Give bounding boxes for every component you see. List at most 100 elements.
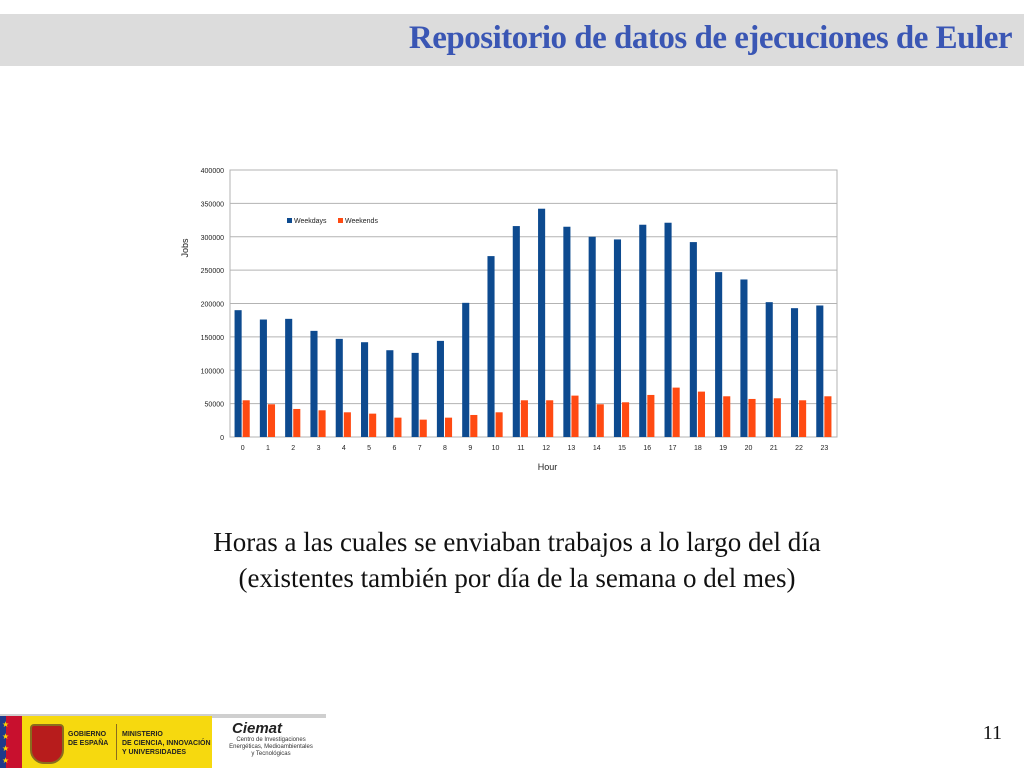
ciemat-sub-line: Centro de Investigaciones	[236, 737, 306, 743]
y-tick-label: 400000	[201, 168, 224, 175]
y-tick-label: 150000	[201, 335, 224, 342]
x-tick-label: 8	[443, 445, 447, 452]
bar-weekdays-19	[715, 272, 723, 437]
bar-weekends-9	[470, 414, 478, 437]
bar-weekdays-1	[259, 319, 267, 437]
ciemat-name: Ciemat	[232, 720, 283, 737]
bar-weekends-12	[546, 400, 554, 437]
x-tick-label: 1	[266, 445, 270, 452]
bar-weekends-16	[647, 394, 655, 437]
title-bar	[0, 14, 1024, 66]
bar-weekdays-4	[335, 338, 343, 437]
legend-swatch	[338, 218, 343, 223]
legend-swatch	[287, 218, 292, 223]
government-text: GOBIERNO DE ESPAÑA	[68, 730, 108, 748]
x-tick-label: 9	[468, 445, 472, 452]
x-tick-label: 21	[770, 445, 778, 452]
x-tick-label: 17	[669, 445, 677, 452]
x-tick-label: 15	[618, 445, 626, 452]
x-tick-label: 22	[795, 445, 803, 452]
bar-weekends-0	[242, 400, 250, 437]
bar-weekdays-16	[639, 224, 647, 437]
bar-weekends-10	[495, 412, 503, 437]
legend-label: Weekdays	[294, 218, 327, 225]
ministry-line: Y UNIVERSIDADES	[122, 749, 187, 756]
government-logo: GOBIERNO DE ESPAÑA MINISTERIO DE CIENCIA…	[22, 716, 212, 768]
bar-weekdays-11	[512, 226, 520, 437]
y-axis-label: Jobs	[180, 238, 190, 258]
x-tick-label: 19	[719, 445, 727, 452]
bar-weekends-8	[444, 417, 453, 437]
bar-weekends-13	[571, 395, 579, 437]
y-tick-label: 100000	[201, 368, 224, 375]
x-tick-label: 12	[542, 445, 550, 452]
x-tick-label: 4	[342, 445, 346, 452]
bar-chart: 0 50000 100000 150000 200000 250000 300000 3500…	[180, 168, 838, 472]
bar-weekends-7	[419, 419, 427, 437]
x-tick-label: 18	[694, 445, 702, 452]
ministry-line: DE CIENCIA, INNOVACIÓN	[122, 740, 211, 747]
bar-weekdays-21	[765, 302, 773, 437]
x-tick-label: 5	[367, 445, 371, 452]
bar-weekdays-14	[588, 236, 596, 437]
bar-weekends-14	[596, 404, 604, 437]
bar-weekends-21	[773, 398, 781, 437]
bar-weekends-5	[369, 413, 377, 437]
y-tick-label: 350000	[201, 201, 224, 208]
bar-weekdays-20	[740, 279, 748, 437]
bar-weekdays-22	[790, 308, 799, 437]
bar-weekends-1	[267, 404, 276, 437]
y-tick-label: 0	[220, 435, 224, 442]
bar-weekends-23	[824, 396, 832, 437]
x-tick-label: 11	[517, 445, 524, 452]
bar-weekdays-0	[234, 310, 242, 437]
caption-line-2: (existentes también por día de la semana…	[238, 563, 796, 593]
bar-weekdays-3	[310, 330, 318, 437]
bar-weekdays-15	[613, 239, 622, 437]
bar-weekdays-9	[462, 302, 470, 437]
bar-weekends-17	[672, 387, 680, 437]
bar-weekdays-5	[361, 342, 369, 437]
star-icon: ★	[2, 720, 10, 729]
ministry-text: MINISTERIO DE CIENCIA, INNOVACIÓN Y UNIV…	[122, 730, 211, 757]
bar-weekdays-6	[386, 350, 394, 437]
bar-weekdays-13	[563, 226, 571, 437]
x-tick-label: 20	[745, 445, 753, 452]
x-tick-label: 0	[241, 445, 245, 452]
ministry-line: MINISTERIO	[122, 731, 163, 738]
legend-label: Weekends	[345, 218, 378, 225]
bar-weekdays-8	[436, 340, 444, 437]
x-axis-label: Hour	[538, 462, 558, 472]
y-tick-label: 50000	[205, 402, 225, 409]
ciemat-sub-line: y Tecnológicas	[251, 751, 291, 757]
gov-line: DE ESPAÑA	[68, 740, 109, 747]
bar-weekends-3	[318, 410, 326, 437]
bar-weekdays-23	[816, 305, 824, 437]
bar-weekends-19	[723, 396, 731, 437]
x-tick-label: 14	[593, 445, 601, 452]
bar-weekends-18	[697, 391, 705, 437]
ciemat-logo: Ciemat Centro de Investigaciones Energét…	[226, 720, 326, 768]
page-number: 11	[982, 722, 1002, 744]
x-tick-label: 7	[418, 445, 422, 452]
y-tick-label: 250000	[201, 268, 224, 275]
bar-weekends-6	[394, 417, 402, 437]
ciemat-subtitle: Centro de Investigaciones Energéticas, M…	[226, 737, 316, 758]
slide-title: Repositorio de datos de ejecuciones de E…	[408, 20, 1013, 56]
star-icon: ★	[2, 732, 10, 741]
bar-weekdays-7	[411, 352, 419, 437]
star-icon: ★	[2, 744, 10, 753]
x-tick-label: 10	[492, 445, 500, 452]
bar-weekdays-17	[664, 222, 672, 437]
y-tick-label: 300000	[201, 235, 224, 242]
x-tick-label: 2	[291, 445, 295, 452]
eu-flag-logo: ★ ★ ★ ★	[0, 716, 22, 768]
x-tick-label: 3	[317, 445, 321, 452]
bar-weekdays-18	[689, 242, 697, 437]
y-tick-label: 200000	[201, 302, 224, 309]
x-tick-label: 13	[568, 445, 576, 452]
gov-line: GOBIERNO	[68, 731, 107, 738]
bar-weekdays-10	[487, 256, 495, 437]
bar-weekends-15	[622, 402, 630, 437]
caption-line-1: Horas a las cuales se enviaban trabajos …	[213, 527, 821, 557]
